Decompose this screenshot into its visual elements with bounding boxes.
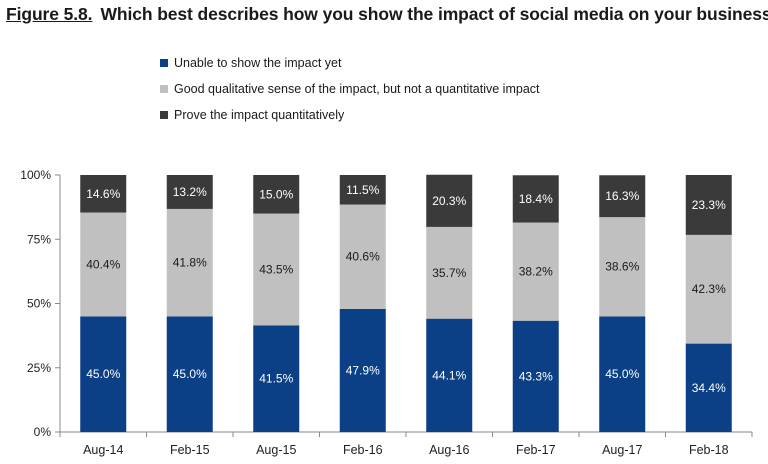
y-tick-label: 75% (27, 232, 51, 246)
x-tick-label: Aug-16 (429, 443, 469, 457)
data-label: 14.6% (86, 187, 120, 201)
data-label: 43.5% (259, 262, 293, 276)
bar-segment (685, 175, 732, 235)
y-tick-label: 0% (34, 425, 52, 439)
data-label: 41.8% (173, 256, 207, 270)
x-tick-label: Aug-14 (83, 443, 123, 457)
bar-segment (80, 316, 127, 432)
bar-segment (512, 175, 559, 223)
bar-segment (685, 234, 732, 344)
chart-title: Figure 5.8. Which best describes how you … (6, 4, 768, 25)
legend-item-quantitative: Prove the impact quantitatively (160, 102, 540, 128)
data-label: 44.1% (432, 368, 466, 382)
data-label: 11.5% (346, 183, 379, 197)
data-label: 42.3% (692, 282, 726, 296)
x-tick-label: Feb-15 (170, 443, 210, 457)
bar-segment (685, 343, 732, 432)
data-label: 13.2% (173, 185, 207, 199)
data-label: 15.0% (259, 187, 293, 201)
bar-segment (339, 175, 386, 205)
bar-segment (253, 213, 300, 326)
data-label: 35.7% (432, 266, 466, 280)
legend-label: Unable to show the impact yet (174, 56, 342, 70)
legend-item-unable: Unable to show the impact yet (160, 50, 540, 76)
y-tick-label: 25% (27, 361, 51, 375)
bar-segment (512, 222, 559, 321)
bar-segment (166, 208, 213, 317)
bar-segment (599, 175, 646, 218)
bar-segment (253, 175, 300, 214)
legend-swatch (160, 59, 168, 67)
legend-label: Prove the impact quantitatively (174, 108, 345, 122)
legend-label: Good qualitative sense of the impact, bu… (174, 82, 540, 96)
data-label: 40.6% (346, 250, 380, 264)
bar-segment (426, 318, 473, 432)
bar-segment (80, 175, 127, 213)
data-label: 45.0% (605, 367, 639, 381)
data-label: 45.0% (86, 367, 120, 381)
data-label: 40.4% (86, 257, 120, 271)
x-tick-label: Aug-15 (256, 443, 296, 457)
data-label: 34.4% (692, 381, 726, 395)
data-label: 20.3% (432, 194, 466, 208)
x-tick-label: Aug-17 (602, 443, 642, 457)
data-label: 38.2% (519, 265, 553, 279)
legend-item-qualitative: Good qualitative sense of the impact, bu… (160, 76, 540, 102)
y-tick-label: 100% (20, 168, 51, 182)
x-tick-label: Feb-16 (343, 443, 383, 457)
data-label: 16.3% (605, 189, 639, 203)
data-label: 43.3% (519, 369, 553, 383)
bar-segment (166, 175, 213, 209)
bar-segment (599, 316, 646, 432)
data-label: 38.6% (605, 260, 639, 274)
bar-segment (253, 325, 300, 432)
bar-segment (339, 308, 386, 432)
data-label: 23.3% (692, 198, 726, 212)
x-tick-label: Feb-18 (689, 443, 729, 457)
x-tick-label: Feb-17 (516, 443, 556, 457)
data-label: 47.9% (346, 363, 380, 377)
legend: Unable to show the impact yet Good quali… (160, 50, 540, 128)
data-label: 18.4% (519, 192, 553, 206)
bar-segment (166, 316, 213, 432)
legend-swatch (160, 111, 168, 119)
bar-segment (599, 217, 646, 317)
y-tick-label: 50% (27, 297, 51, 311)
title-text: Which best describes how you show the im… (100, 4, 768, 24)
data-label: 45.0% (173, 367, 207, 381)
bar-segment (512, 320, 559, 432)
bar-segment (426, 226, 473, 319)
bar-segment (339, 204, 386, 309)
bar-segment (426, 174, 473, 227)
data-label: 41.5% (259, 372, 293, 386)
legend-swatch (160, 85, 168, 93)
figure-label: Figure 5.8. (6, 4, 93, 24)
bar-segment (80, 212, 127, 317)
